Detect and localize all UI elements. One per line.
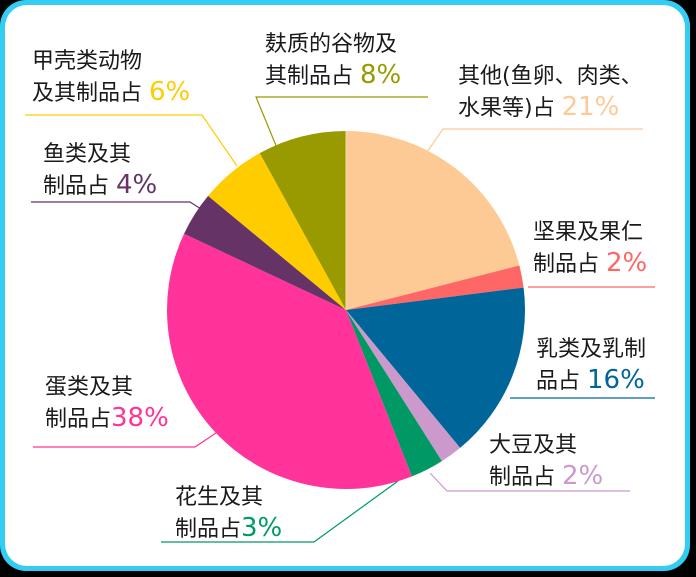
slice-label: 坚果及果仁制品占 2% xyxy=(533,218,647,280)
slice-label-line2: 制品占3% xyxy=(175,513,282,545)
slice-label: 蛋类及其制品占38% xyxy=(45,373,169,435)
slice-label-text: 制品占 xyxy=(175,517,242,542)
slice-label: 麸质的谷物及 其制品占 8% xyxy=(265,30,401,92)
slice-label-line1: 坚果及果仁 xyxy=(533,220,644,245)
leader-line xyxy=(31,201,202,210)
slice-label: 花生及其制品占3% xyxy=(175,483,282,545)
slice-label-line1: 花生及其 xyxy=(175,485,264,510)
slice-label-text: 其制品占 xyxy=(265,64,360,89)
slice-label-line1: 大豆及其 xyxy=(489,433,578,458)
slice-label-line2: 制品占 2% xyxy=(489,461,603,493)
leader-line xyxy=(33,432,217,448)
slice-percent: 8% xyxy=(360,60,402,90)
slice-label: 乳类及乳制品占 16% xyxy=(536,335,646,397)
slice-label-line2: 品占 16% xyxy=(536,365,646,397)
pie-slice xyxy=(346,310,461,462)
pie-slice xyxy=(184,195,346,310)
leader-line xyxy=(255,96,428,149)
slice-label-line1: 鱼类及其 xyxy=(43,142,132,167)
slice-percent: 16% xyxy=(587,365,645,395)
pie-slice xyxy=(346,131,520,310)
leader-lines xyxy=(25,96,655,543)
pie-slice xyxy=(259,131,346,310)
slice-label-line2: 及其制品占 6% xyxy=(32,77,190,109)
slice-label-line2: 水果等)占 21% xyxy=(458,92,643,124)
leader-line xyxy=(161,480,399,543)
slice-label-line1: 乳类及乳制 xyxy=(536,337,647,362)
slice-label-text: 品占 xyxy=(536,369,587,394)
pie-slice xyxy=(346,287,526,448)
slice-percent: 38% xyxy=(111,403,169,433)
slice-label-line2: 其制品占 8% xyxy=(265,60,401,92)
pie-slice xyxy=(167,233,412,489)
leader-line xyxy=(429,472,630,492)
pie-slice xyxy=(346,310,442,477)
slice-label-text: 制品占 xyxy=(43,174,116,199)
slice-label: 大豆及其制品占 2% xyxy=(489,431,603,493)
slice-label-text: 制品占 xyxy=(533,252,606,277)
slice-percent: 2% xyxy=(562,461,604,491)
slice-label-text: 制品占 xyxy=(489,465,562,490)
slice-label-line1: 蛋类及其 xyxy=(45,375,134,400)
pie-slice xyxy=(346,265,524,310)
slice-label-text: 及其制品占 xyxy=(32,81,149,106)
chart-panel: 其他(鱼卵、肉类、 水果等)占 21% 坚果及果仁 制品占 2% 乳类及乳制 品占 16%… xyxy=(5,5,685,566)
slice-percent: 4% xyxy=(116,170,158,200)
pie-slices xyxy=(167,131,526,489)
slice-label-line2: 制品占 2% xyxy=(533,248,647,280)
slice-percent: 21% xyxy=(561,92,620,122)
slice-label: 甲壳类动物及其制品占 6% xyxy=(32,47,190,109)
slice-percent: 2% xyxy=(606,248,648,278)
pie-slice xyxy=(208,153,346,310)
pie-chart xyxy=(25,96,655,543)
leader-line xyxy=(25,114,238,167)
slice-label-line2: 制品占38% xyxy=(45,403,169,435)
slice-percent: 6% xyxy=(149,77,191,107)
slice-label-line1: 其他(鱼卵、肉类、 xyxy=(458,64,643,89)
slice-label-text: 水果等)占 xyxy=(458,96,562,121)
slice-label: 其他(鱼卵、肉类、 水果等)占 21% xyxy=(458,62,643,124)
slice-label-line1: 麸质的谷物及 xyxy=(265,32,398,57)
slice-percent: 3% xyxy=(241,513,283,543)
slice-label: 鱼类及其制品占 4% xyxy=(43,140,157,202)
slice-label-text: 制品占 xyxy=(45,407,112,432)
slice-label-line2: 制品占 4% xyxy=(43,170,157,202)
slice-label-line1: 甲壳类动物 xyxy=(32,49,143,74)
leader-line xyxy=(426,128,643,153)
